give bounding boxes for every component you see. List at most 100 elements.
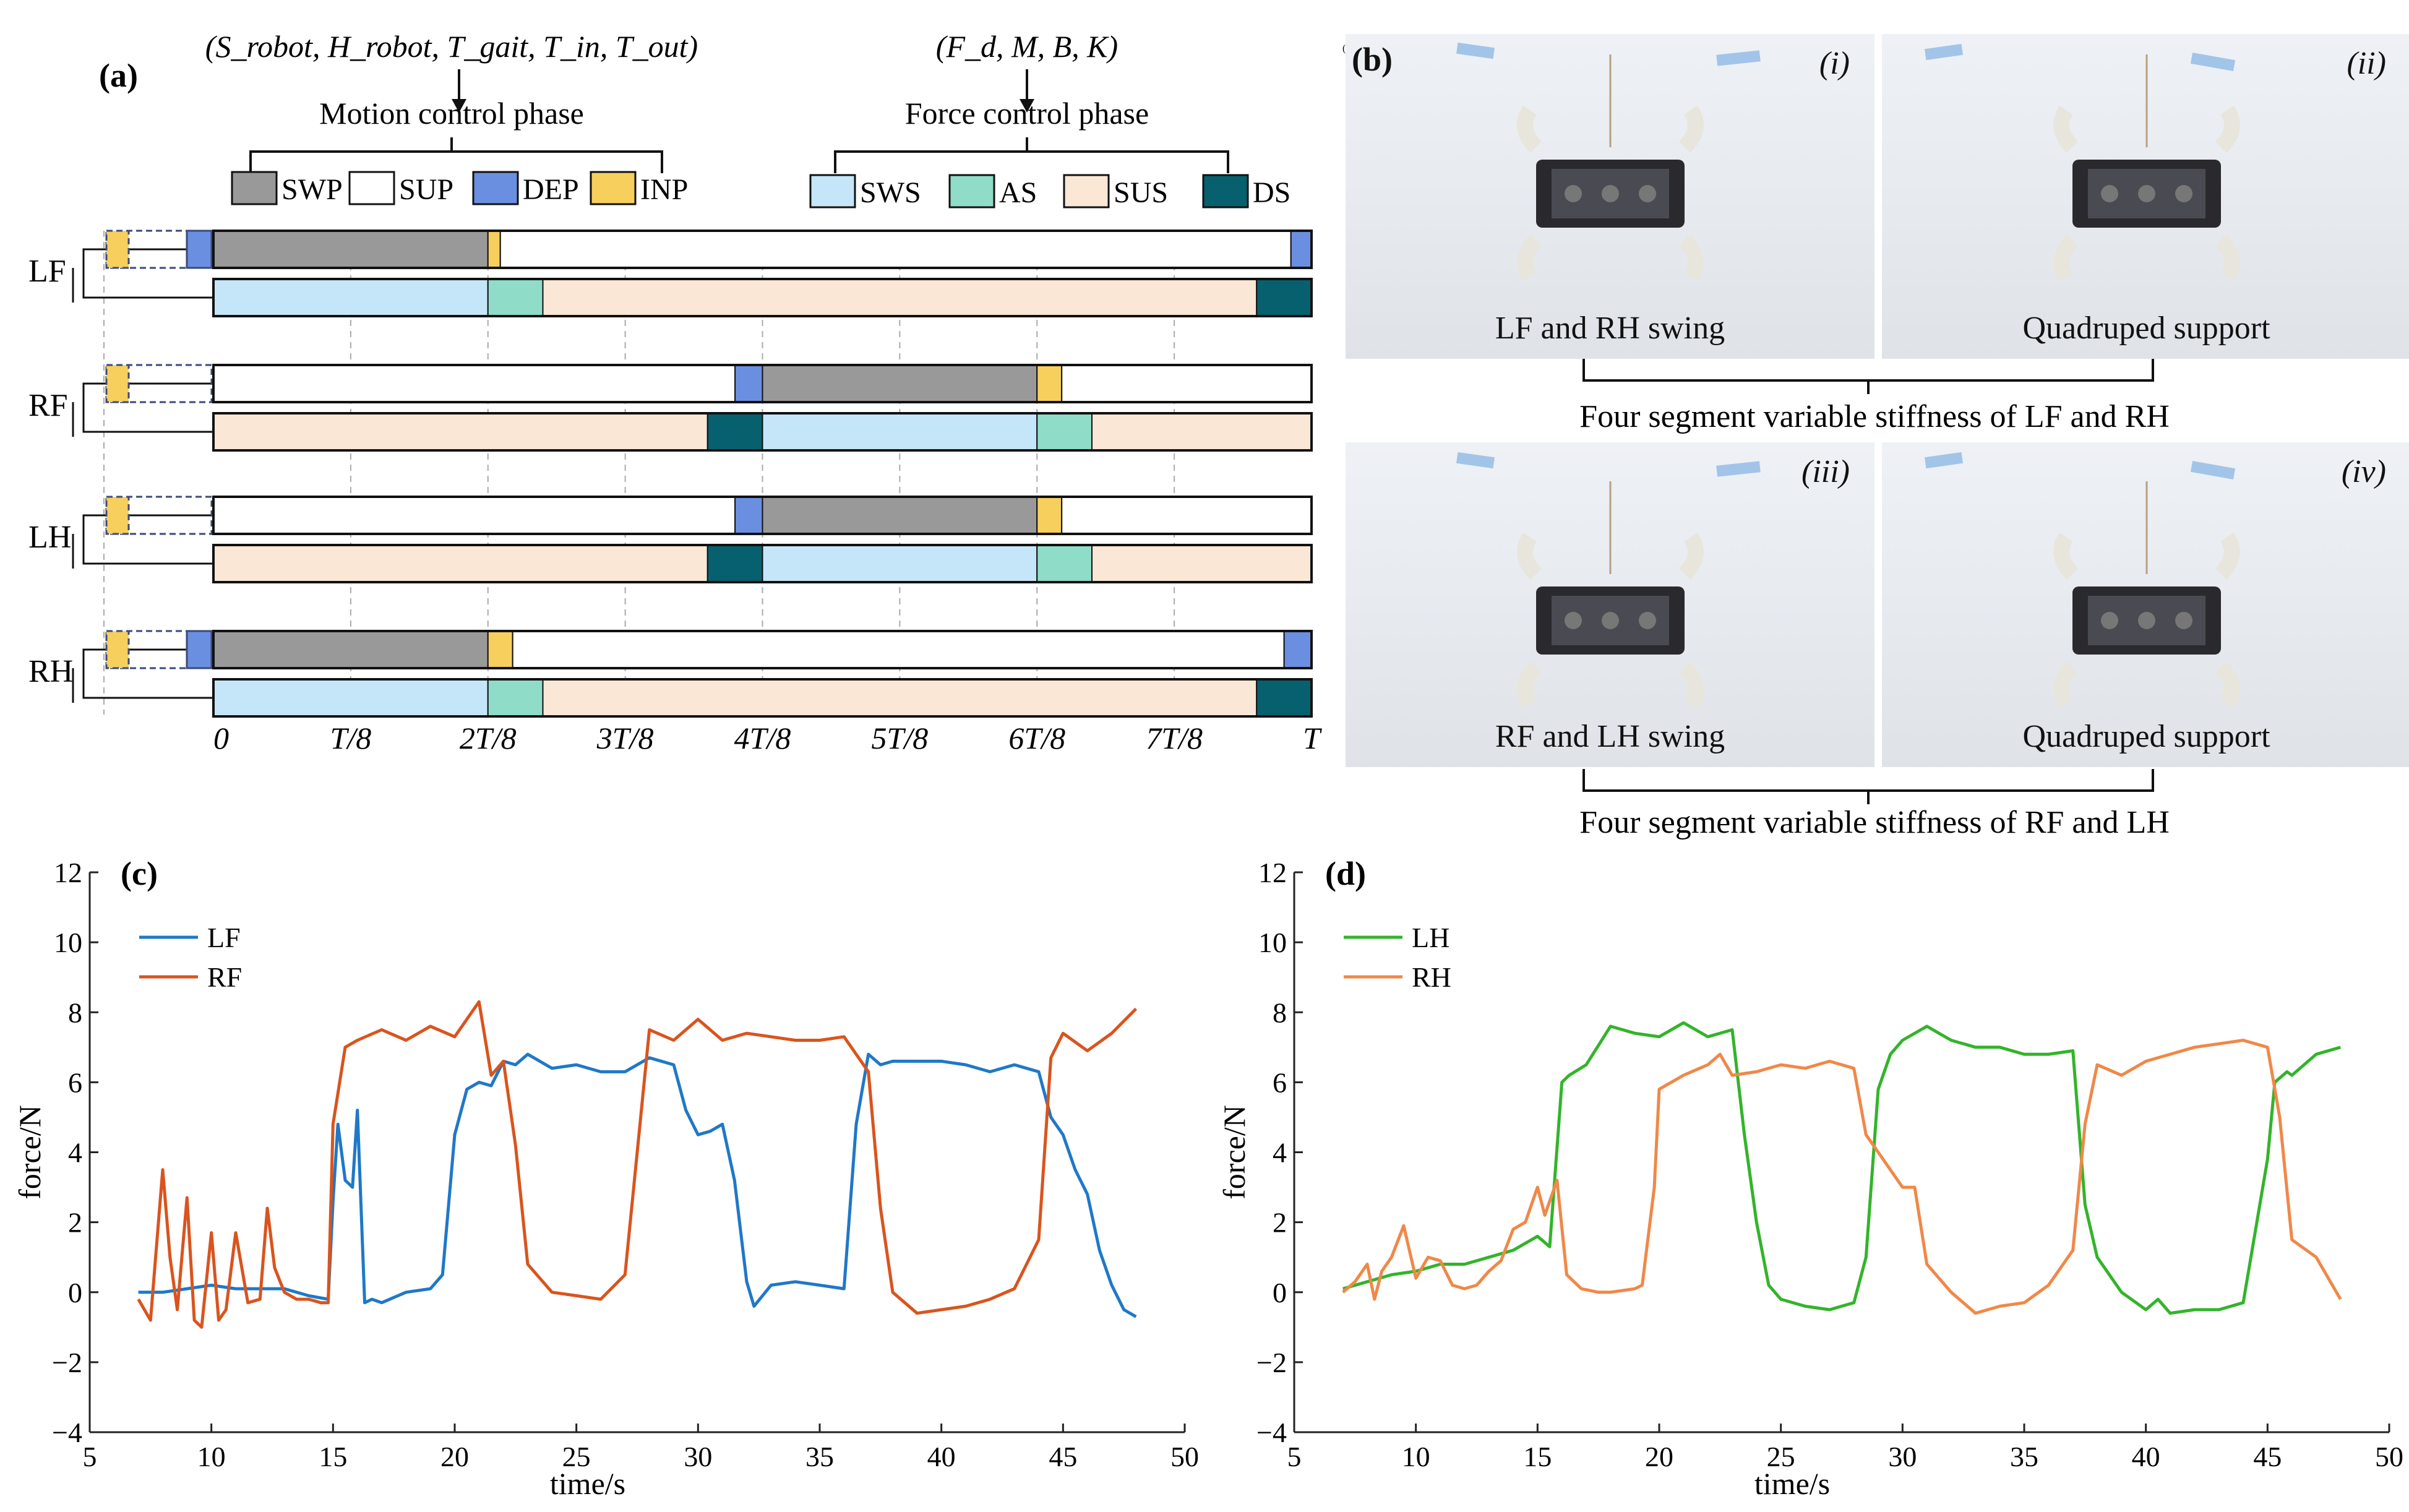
motion-params: (S_robot, H_robot, T_gait, T_in, T_out) bbox=[205, 29, 698, 64]
segment-dep bbox=[734, 496, 763, 535]
segment-inp bbox=[1036, 496, 1063, 535]
legend-item-sws: SWS bbox=[809, 174, 921, 209]
x-tick-label: 45 bbox=[2253, 1441, 2282, 1472]
legend-swatch bbox=[472, 171, 519, 205]
tape-mark bbox=[1456, 42, 1495, 59]
series-line-lf bbox=[138, 1052, 1137, 1318]
legend-swatch bbox=[1202, 174, 1249, 208]
chart-panel-label: (c) bbox=[121, 855, 158, 892]
y-tick-label: −4 bbox=[52, 1417, 82, 1448]
photo-number: (i) bbox=[1819, 46, 1850, 81]
series-line-lh bbox=[1342, 1021, 2341, 1315]
y-tick-label: 10 bbox=[54, 927, 82, 958]
series-line-rh bbox=[1342, 1039, 2342, 1315]
y-tick-label: 6 bbox=[68, 1067, 82, 1098]
legend-item-sup: SUP bbox=[348, 171, 453, 206]
time-tick-label: 2T/8 bbox=[460, 721, 517, 755]
legend-item-dep: DEP bbox=[472, 171, 579, 206]
series-line-rf bbox=[137, 1000, 1138, 1329]
photo-number: (iv) bbox=[2341, 454, 2386, 489]
pre-phase-inp bbox=[105, 630, 130, 669]
robot-icon bbox=[1516, 481, 1704, 708]
y-tick-label: 8 bbox=[68, 997, 82, 1028]
y-axis-label: force/N bbox=[1217, 1105, 1252, 1200]
x-tick-label: 15 bbox=[319, 1441, 347, 1472]
photo-caption: Quadruped support bbox=[2022, 719, 2270, 754]
segment-as bbox=[487, 278, 544, 317]
y-tick-label: 10 bbox=[1258, 927, 1287, 958]
y-tick-label: −4 bbox=[1256, 1417, 1287, 1448]
x-tick-label: 25 bbox=[562, 1441, 591, 1472]
legend-label: DS bbox=[1253, 176, 1290, 209]
legend-label: SUP bbox=[399, 173, 453, 206]
legend-swatch bbox=[1063, 174, 1110, 208]
segment-swp bbox=[213, 630, 489, 669]
leg-label: LF bbox=[28, 254, 66, 289]
force-bracket bbox=[834, 137, 1229, 173]
tape-mark bbox=[1716, 461, 1761, 477]
y-tick-label: 6 bbox=[1273, 1067, 1287, 1098]
legend-label: SUS bbox=[1114, 176, 1168, 209]
y-axis-label: force/N bbox=[12, 1105, 47, 1200]
leg-label: LH bbox=[28, 520, 71, 555]
force-bar-outline bbox=[212, 544, 1313, 583]
legend-swatch bbox=[348, 171, 395, 205]
y-tick-label: 4 bbox=[68, 1137, 82, 1169]
time-tick-label: 3T/8 bbox=[596, 721, 654, 755]
group-bracket-top: Four segment variable stiffness of LF an… bbox=[1579, 359, 2170, 434]
legend-swatch bbox=[231, 171, 278, 205]
x-tick-label: 35 bbox=[805, 1441, 834, 1472]
photo-i: (b) (i) LF and RH swing bbox=[1346, 34, 1874, 359]
x-tick-label: 15 bbox=[1523, 1441, 1552, 1472]
segment-dep bbox=[1290, 230, 1312, 268]
y-tick-label: 0 bbox=[1273, 1277, 1287, 1308]
photo-number: (ii) bbox=[2347, 46, 2386, 81]
y-tick-label: 8 bbox=[1273, 997, 1287, 1028]
tape-mark bbox=[2190, 461, 2236, 479]
legend-item-as: AS bbox=[948, 174, 1037, 209]
segment-as bbox=[1036, 413, 1093, 451]
x-axis-label: time/s bbox=[550, 1466, 625, 1501]
photo-caption: LF and RH swing bbox=[1495, 311, 1725, 346]
x-tick-label: 5 bbox=[83, 1441, 97, 1472]
force-bar-outline bbox=[212, 412, 1313, 452]
segment-sus bbox=[213, 544, 708, 583]
x-tick-label: 20 bbox=[1645, 1441, 1673, 1472]
motion-bar-outline bbox=[212, 230, 1313, 269]
x-tick-label: 20 bbox=[440, 1441, 469, 1472]
time-tick-label: T/8 bbox=[330, 721, 372, 755]
legend-item-sus: SUS bbox=[1063, 174, 1168, 209]
legend-label: AS bbox=[999, 176, 1037, 209]
photo-iii: (iii) RF and LH swing bbox=[1346, 442, 1874, 767]
segment-sup bbox=[499, 230, 1292, 268]
photo-caption: RF and LH swing bbox=[1495, 719, 1725, 754]
group-caption-top: Four segment variable stiffness of LF an… bbox=[1579, 399, 2170, 434]
time-tick-label: T bbox=[1303, 721, 1322, 755]
photo-ii: (ii) Quadruped support bbox=[1882, 34, 2409, 359]
motion-arrow-head bbox=[452, 99, 466, 113]
force-chart-c: (c) 5 10 15 20 25 30 35 40 45 50 −4 −2 0 2 4 6 8 10 12 time/… bbox=[12, 855, 1199, 1501]
legend-swatch bbox=[948, 174, 995, 208]
pre-phase-box bbox=[105, 364, 213, 403]
segment-dep bbox=[1283, 630, 1312, 669]
time-tick-label: 4T/8 bbox=[734, 721, 791, 755]
segment-sup bbox=[1061, 364, 1312, 403]
x-tick-label: 50 bbox=[2375, 1441, 2403, 1472]
time-tick-label: 6T/8 bbox=[1008, 721, 1065, 755]
segment-sus bbox=[1091, 413, 1312, 451]
segment-as bbox=[487, 679, 544, 717]
motion-bracket bbox=[249, 137, 663, 173]
segment-swp bbox=[213, 230, 489, 268]
tape-mark bbox=[1925, 43, 1963, 61]
x-tick-label: 30 bbox=[684, 1441, 712, 1472]
x-tick-label: 50 bbox=[1170, 1441, 1199, 1472]
legend-label-lf: LF bbox=[207, 922, 241, 953]
segment-sws bbox=[762, 544, 1038, 583]
tape-mark bbox=[1456, 452, 1495, 469]
y-tick-label: 12 bbox=[1258, 857, 1287, 888]
segment-sus bbox=[213, 413, 708, 451]
leg-bracket bbox=[82, 382, 213, 433]
segment-sus bbox=[542, 679, 1258, 717]
x-tick-label: 40 bbox=[927, 1441, 956, 1472]
legend-label-lh: LH bbox=[1412, 922, 1449, 953]
